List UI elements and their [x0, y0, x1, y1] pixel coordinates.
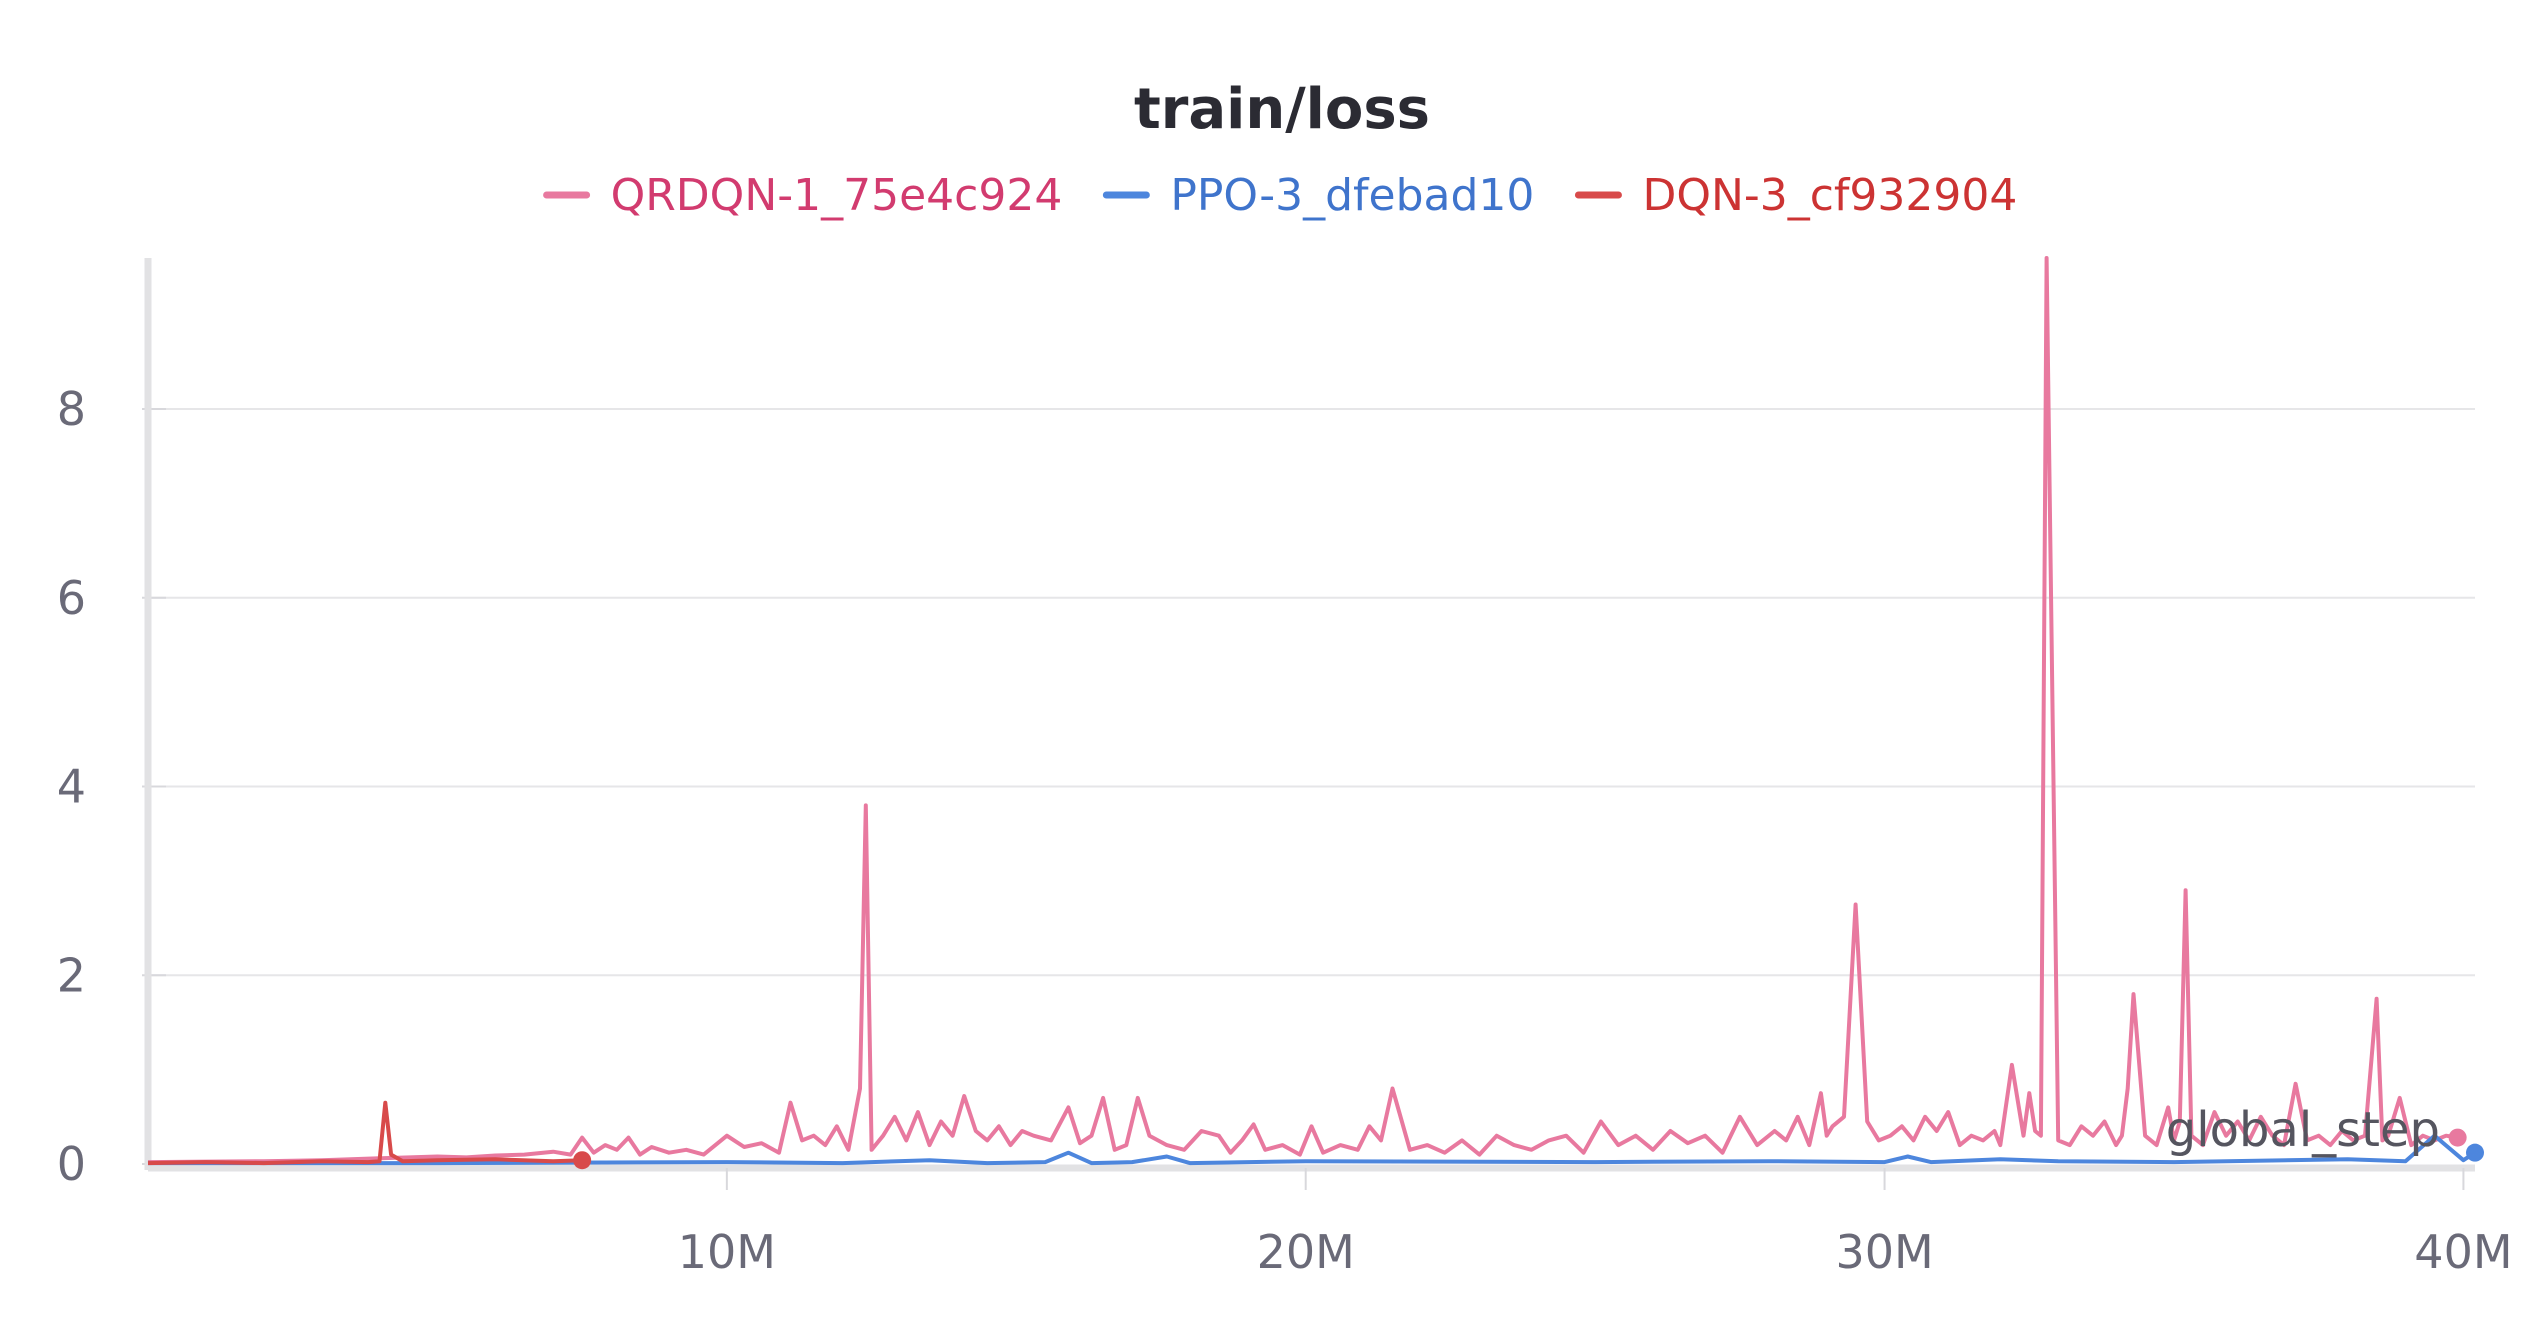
series-end-point-1	[2448, 1128, 2467, 1147]
y-tick-label: 0	[57, 1137, 86, 1191]
series-line-1	[147, 256, 2458, 1165]
axes: 0 2 4 6 8 10M 20M 30M 40M	[57, 258, 2513, 1279]
x-axis-label: global_step	[2166, 1102, 2440, 1158]
x-tick-label: 10M	[678, 1225, 776, 1279]
series-line-3	[147, 1100, 583, 1166]
legend-label-2: PPO-3_dfebad10	[1170, 170, 1534, 221]
legend-label-3: DQN-3_cf932904	[1642, 170, 2017, 221]
x-tick-label: 20M	[1257, 1225, 1355, 1279]
plot-area	[147, 256, 2484, 1170]
y-tick-label: 4	[57, 760, 86, 814]
legend: QRDQN-1_75e4c924 PPO-3_dfebad10 DQN-3_cf93…	[543, 170, 2017, 221]
y-tick-label: 6	[57, 571, 86, 625]
x-tick-label: 40M	[2414, 1225, 2512, 1279]
chart-title: train/loss	[1134, 77, 1430, 142]
x-tick-label: 30M	[1835, 1225, 1933, 1279]
legend-label-1: QRDQN-1_75e4c924	[611, 170, 1063, 221]
series-end-point-3	[573, 1151, 592, 1170]
series-line-2	[148, 1133, 2477, 1166]
y-tick-label: 8	[57, 382, 86, 436]
grid	[148, 408, 2475, 977]
y-tick-label: 2	[57, 948, 86, 1002]
series-end-point-2	[2466, 1143, 2484, 1162]
